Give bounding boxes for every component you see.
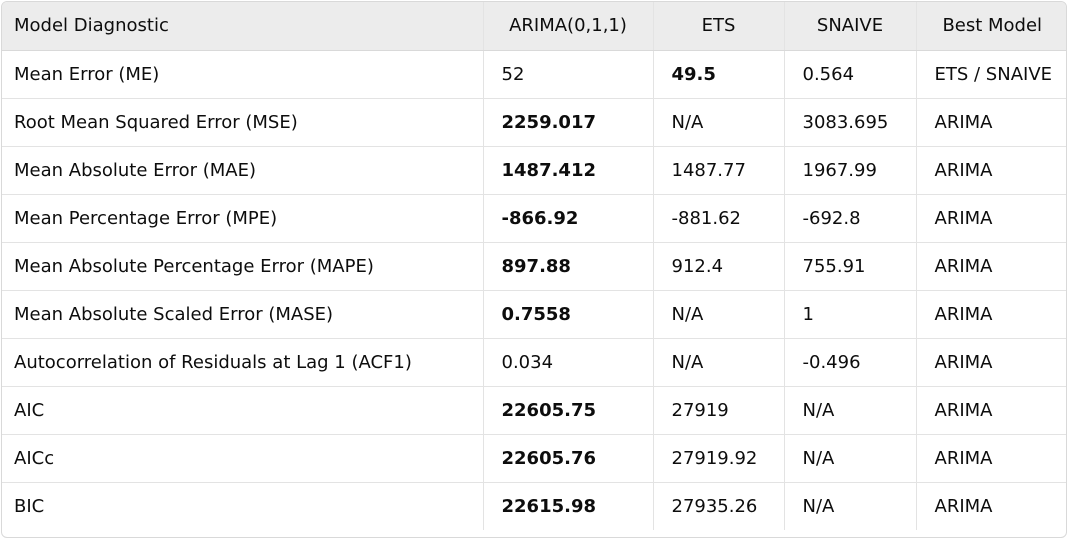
cell-best: ARIMA [916,386,1066,435]
header-arima: ARIMA(0,1,1) [483,2,654,51]
cell-metric: Mean Absolute Scaled Error (MASE) [2,290,484,339]
cell-best: ARIMA [916,146,1066,195]
cell-snaive: -692.8 [784,194,917,243]
table-row: AICc 22605.76 27919.92 N/A ARIMA [2,434,1066,483]
cell-best: ARIMA [916,194,1066,243]
cell-ets: 912.4 [653,242,785,291]
cell-metric: Mean Percentage Error (MPE) [2,194,484,243]
cell-snaive: N/A [784,482,917,530]
table-row: Mean Absolute Percentage Error (MAPE) 89… [2,242,1066,291]
cell-best: ARIMA [934,495,993,517]
cell-snaive: 3083.695 [784,98,917,147]
cell-ets: 27935.26 [653,482,785,530]
table-row: Mean Absolute Scaled Error (MASE) 0.7558… [2,290,1066,339]
cell-ets: 49.5 [653,50,785,99]
cell-snaive: 1 [784,290,917,339]
table-body: Mean Error (ME) 52 49.5 0.564 ETS / SNAI… [2,50,1066,530]
cell-arima: 22605.75 [483,386,654,435]
table-row: Mean Error (ME) 52 49.5 0.564 ETS / SNAI… [2,50,1066,99]
table-row: AIC 22605.75 27919 N/A ARIMA [2,386,1066,435]
cell-arima: 52 [483,50,654,99]
cell-metric: Mean Absolute Error (MAE) [2,146,484,195]
cell-ets: N/A [653,290,785,339]
model-diagnostics-table: Model Diagnostic ARIMA(0,1,1) ETS SNAIVE… [2,2,1066,530]
cell-best: ETS / SNAIVE [916,50,1066,99]
cell-snaive: 0.564 [784,50,917,99]
cell-snaive: 1967.99 [784,146,917,195]
header-model-diagnostic: Model Diagnostic [2,2,484,51]
cell-metric: Mean Error (ME) [2,50,484,99]
cell-snaive: N/A [784,386,917,435]
header-best-model: Best Model [916,2,1066,51]
cell-arima: 897.88 [483,242,654,291]
table-row: Autocorrelation of Residuals at Lag 1 (A… [2,338,1066,387]
header-snaive: SNAIVE [784,2,917,51]
table-row: Mean Percentage Error (MPE) -866.92 -881… [2,194,1066,243]
table-row: Mean Absolute Error (MAE) 1487.412 1487.… [2,146,1066,195]
cell-snaive: N/A [784,434,917,483]
cell-ets: -881.62 [653,194,785,243]
cell-arima: 0.034 [483,338,654,387]
cell-ets: 27919.92 [653,434,785,483]
cell-ets: 27919 [653,386,785,435]
table-row: BIC 22615.98 27935.26 N/A ARIMA [2,482,1066,530]
cell-arima: 0.7558 [483,290,654,339]
cell-arima: -866.92 [483,194,654,243]
cell-best: ARIMA [916,338,1066,387]
table-header: Model Diagnostic ARIMA(0,1,1) ETS SNAIVE… [2,2,1066,51]
cell-ets: 1487.77 [653,146,785,195]
cell-best: ARIMA [916,98,1066,147]
cell-best: ARIMA [916,242,1066,291]
cell-arima: 2259.017 [483,98,654,147]
table-row: Root Mean Squared Error (MSE) 2259.017 N… [2,98,1066,147]
cell-metric: Root Mean Squared Error (MSE) [2,98,484,147]
cell-ets: N/A [653,98,785,147]
cell-snaive: -0.496 [784,338,917,387]
header-row: Model Diagnostic ARIMA(0,1,1) ETS SNAIVE… [2,2,1066,51]
cell-metric: AIC [2,386,484,435]
cell-best: ARIMA [916,290,1066,339]
header-ets: ETS [653,2,785,51]
cell-metric: Autocorrelation of Residuals at Lag 1 (A… [2,338,484,387]
cell-best: ARIMA [916,434,1066,483]
cell-arima: 22615.98 [483,482,654,530]
cell-snaive: 755.91 [784,242,917,291]
cell-metric: Mean Absolute Percentage Error (MAPE) [2,242,484,291]
cell-arima: 1487.412 [483,146,654,195]
cell-arima: 22605.76 [483,434,654,483]
cell-metric: AICc [2,434,484,483]
cell-metric: BIC [2,482,484,530]
cell-ets: N/A [653,338,785,387]
